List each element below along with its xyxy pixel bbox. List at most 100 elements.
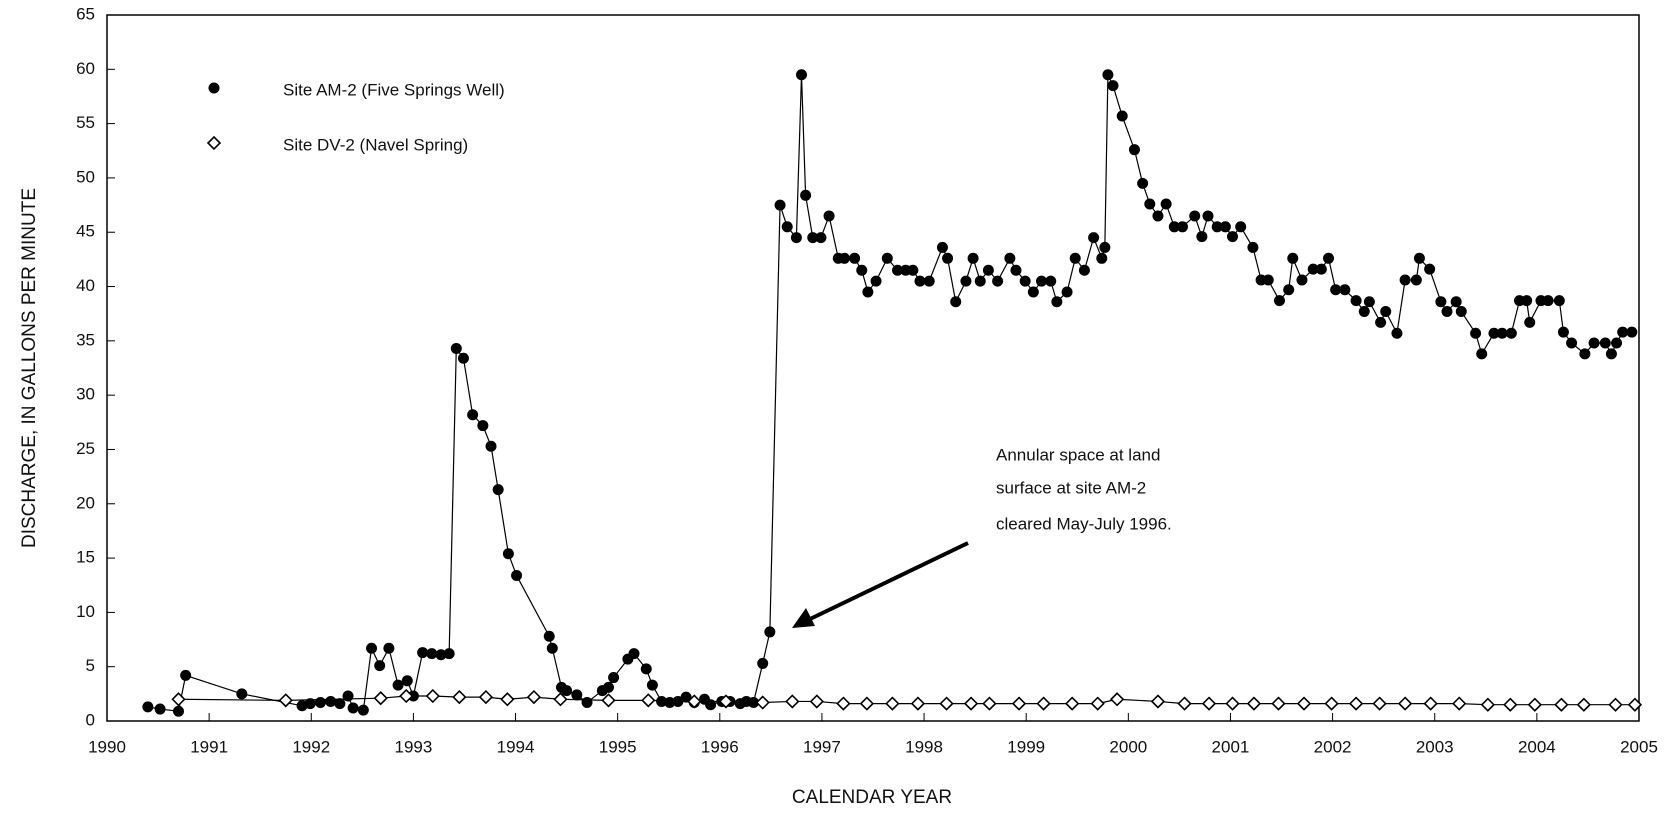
y-tick-label: 10: [76, 602, 95, 621]
data-point: [982, 696, 997, 711]
data-point: [942, 252, 954, 264]
data-point: [1247, 241, 1259, 253]
data-point: [1441, 306, 1453, 318]
x-tick-label: 2005: [1620, 737, 1658, 756]
data-point: [1605, 348, 1617, 360]
data-point: [1227, 231, 1239, 243]
x-tick-label: 2000: [1109, 737, 1147, 756]
data-point: [910, 696, 926, 711]
data-point: [640, 663, 652, 675]
data-point: [443, 648, 455, 660]
data-point: [1096, 252, 1108, 264]
data-point: [1626, 326, 1638, 338]
data-point: [457, 352, 469, 364]
data-point: [1109, 692, 1125, 707]
data-point: [1363, 296, 1375, 308]
x-tick-label: 2002: [1314, 737, 1352, 756]
data-point: [1168, 221, 1180, 233]
data-point: [1036, 275, 1048, 287]
data-point: [836, 696, 851, 711]
y-tick-label: 60: [76, 59, 95, 78]
data-point: [1413, 252, 1425, 264]
data-point: [950, 296, 962, 308]
data-point: [502, 548, 514, 560]
data-point: [1435, 296, 1447, 308]
data-point: [939, 696, 954, 711]
y-tick-label: 0: [86, 710, 95, 729]
data-point: [374, 660, 386, 672]
data-point: [974, 275, 986, 287]
data-point: [1323, 252, 1335, 264]
x-tick-label: 1990: [88, 737, 126, 756]
data-point: [641, 693, 656, 708]
data-point: [425, 688, 440, 704]
data-point: [1424, 263, 1436, 275]
data-point: [807, 232, 819, 244]
y-tick-label: 40: [76, 276, 95, 295]
data-point: [1450, 296, 1462, 308]
data-point: [1116, 110, 1128, 122]
data-point: [936, 241, 948, 253]
data-point: [478, 689, 494, 705]
data-point: [823, 210, 835, 222]
x-tick-label: 2001: [1212, 737, 1250, 756]
x-tick-label: 1992: [292, 737, 330, 756]
data-point: [526, 689, 542, 705]
data-point: [1176, 221, 1188, 233]
data-point: [401, 675, 413, 687]
data-point: [511, 569, 523, 581]
data-point: [485, 440, 497, 452]
data-point: [314, 697, 326, 709]
data-point: [357, 704, 369, 716]
data-point: [581, 697, 593, 709]
data-point: [1496, 327, 1508, 339]
data-point: [859, 696, 875, 711]
data-point: [907, 264, 919, 276]
annotation: surface at site AM-2: [996, 478, 1146, 497]
data-point: [1455, 306, 1467, 318]
data-point: [1521, 295, 1533, 307]
y-tick-label: 55: [76, 113, 95, 132]
data-point: [1350, 295, 1362, 307]
data-point: [180, 669, 192, 681]
data-point: [881, 252, 893, 264]
data-point: [1315, 263, 1327, 275]
data-point: [399, 688, 414, 704]
data-point: [1144, 198, 1156, 210]
data-point: [373, 691, 388, 706]
data-point: [1348, 696, 1364, 711]
data-point: [1391, 327, 1403, 339]
data-point: [467, 409, 479, 421]
x-tick-label: 1996: [701, 737, 739, 756]
data-point: [500, 692, 515, 707]
data-point: [1599, 337, 1611, 349]
data-point: [1271, 696, 1286, 711]
data-point: [1330, 284, 1342, 296]
data-point: [1608, 697, 1623, 712]
y-tick-label: 25: [76, 439, 95, 458]
data-point: [960, 275, 972, 287]
data-point: [347, 702, 359, 714]
series-line: [178, 695, 1635, 706]
y-tick-label: 15: [76, 548, 95, 567]
data-point: [1296, 274, 1308, 286]
data-point: [334, 698, 346, 710]
data-point: [1488, 327, 1500, 339]
data-point: [774, 199, 786, 211]
x-tick-label: 1998: [905, 737, 943, 756]
data-point: [1380, 306, 1392, 318]
data-point: [1196, 231, 1208, 243]
data-point: [1045, 275, 1057, 287]
data-point: [862, 286, 874, 298]
data-point: [1036, 696, 1051, 711]
data-point: [1287, 252, 1299, 264]
data-point: [885, 696, 900, 711]
data-point: [1090, 696, 1105, 711]
data-point: [1611, 337, 1623, 349]
data-point: [1027, 286, 1039, 298]
data-point: [1579, 348, 1591, 360]
data-point: [1627, 697, 1643, 712]
data-point: [1524, 316, 1536, 328]
data-point: [1307, 263, 1319, 275]
